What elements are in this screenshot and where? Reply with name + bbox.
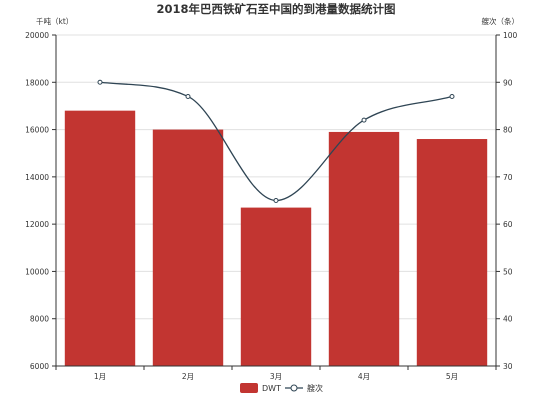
y-right-tick-label: 70 [503, 173, 513, 182]
legend-swatch-marker [290, 384, 298, 392]
legend-label-dwt: DWT [262, 384, 281, 393]
line-point-3月[interactable] [273, 198, 279, 203]
line-series [97, 79, 455, 203]
line-point-4月[interactable] [361, 117, 367, 123]
y-left-tick-label: 6000 [30, 362, 49, 371]
y-left-tick-label: 16000 [25, 126, 49, 135]
x-tick-label: 3月 [270, 372, 282, 381]
legend-label-voyages: 艘次 [307, 383, 323, 393]
y-right-tick-label: 100 [503, 31, 518, 40]
y-right-tick-label: 30 [503, 362, 513, 371]
y-left-tick-label: 20000 [25, 31, 49, 40]
bar-3月[interactable] [240, 207, 312, 366]
y-left-tick-label: 14000 [25, 173, 49, 182]
bar-2月[interactable] [152, 129, 224, 366]
y-right-tick-label: 90 [503, 78, 513, 87]
x-tick-label: 1月 [94, 372, 106, 381]
line-point-1月[interactable] [97, 79, 103, 85]
y-right-tick-label: 50 [503, 267, 513, 276]
x-tick-label: 4月 [358, 372, 370, 381]
bar-series [64, 110, 488, 367]
x-tick-label: 5月 [446, 372, 458, 381]
y-left-tick-label: 18000 [25, 78, 49, 87]
bar-4月[interactable] [328, 131, 400, 366]
line-point-2月[interactable] [185, 93, 191, 99]
bar-1月[interactable] [64, 110, 136, 367]
y-left-tick-label: 10000 [25, 267, 49, 276]
bar-5月[interactable] [416, 139, 488, 366]
line-point-5月[interactable] [449, 93, 455, 99]
y-right-tick-label: 40 [503, 315, 513, 324]
y-right-tick-label: 80 [503, 126, 513, 135]
y-left-tick-label: 12000 [25, 220, 49, 229]
legend[interactable]: DWT 艘次 [240, 383, 323, 393]
y-left-tick-label: 8000 [30, 315, 49, 324]
y-right-axis-label: 艘次（条） [482, 16, 520, 26]
y-left-axis-label: 千吨（kt） [36, 16, 73, 26]
axes: 6000 8000 10000 12000 14000 16000 18000 20000 30… [25, 31, 517, 381]
y-right-tick-label: 60 [503, 220, 513, 229]
x-tick-label: 2月 [182, 372, 194, 381]
legend-swatch-dwt[interactable] [240, 383, 258, 393]
chart-title: 2018年巴西铁矿石至中国的到港量数据统计图 [156, 2, 395, 16]
